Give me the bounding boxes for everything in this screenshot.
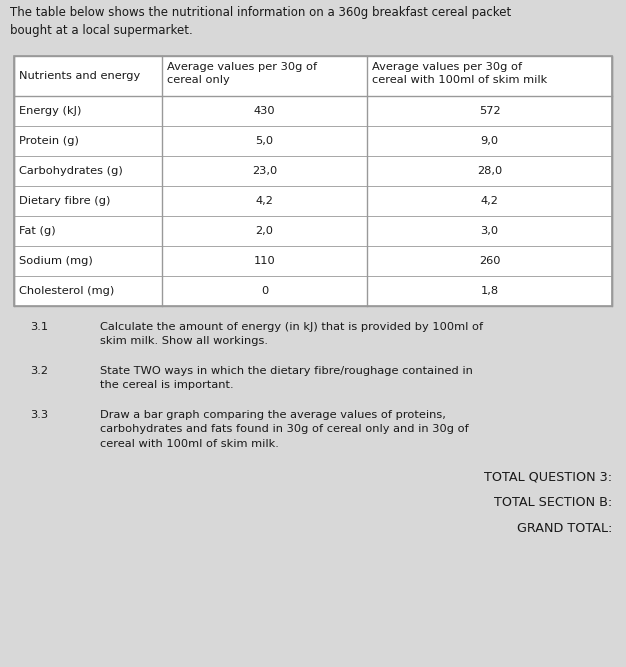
- Text: Dietary fibre (g): Dietary fibre (g): [19, 196, 110, 206]
- Text: GRAND TOTAL:: GRAND TOTAL:: [516, 522, 612, 535]
- Text: Protein (g): Protein (g): [19, 136, 79, 146]
- Text: TOTAL SECTION B:: TOTAL SECTION B:: [494, 496, 612, 509]
- Text: Calculate the amount of energy (in kJ) that is provided by 100ml of
skim milk. S: Calculate the amount of energy (in kJ) t…: [100, 322, 483, 346]
- Text: 260: 260: [479, 256, 500, 266]
- Text: 110: 110: [254, 256, 275, 266]
- Text: 1,8: 1,8: [480, 286, 498, 296]
- Text: State TWO ways in which the dietary fibre/roughage contained in
the cereal is im: State TWO ways in which the dietary fibr…: [100, 366, 473, 390]
- Bar: [14, 56, 612, 306]
- Text: 3,0: 3,0: [480, 226, 498, 236]
- Text: 4,2: 4,2: [481, 196, 498, 206]
- Text: 4,2: 4,2: [255, 196, 274, 206]
- Text: Sodium (mg): Sodium (mg): [19, 256, 93, 266]
- Text: 572: 572: [479, 106, 500, 116]
- Text: Energy (kJ): Energy (kJ): [19, 106, 81, 116]
- Text: TOTAL QUESTION 3:: TOTAL QUESTION 3:: [484, 470, 612, 483]
- Text: Average values per 30g of
cereal with 100ml of skim milk: Average values per 30g of cereal with 10…: [372, 62, 547, 85]
- Text: 0: 0: [261, 286, 268, 296]
- Bar: [14, 56, 612, 306]
- Text: 3.3: 3.3: [30, 410, 48, 420]
- Text: Nutrients and energy: Nutrients and energy: [19, 71, 140, 81]
- Text: 430: 430: [254, 106, 275, 116]
- Text: 5,0: 5,0: [255, 136, 274, 146]
- Text: 9,0: 9,0: [480, 136, 498, 146]
- Text: Fat (g): Fat (g): [19, 226, 56, 236]
- Text: 3.2: 3.2: [30, 366, 48, 376]
- Text: 2,0: 2,0: [255, 226, 274, 236]
- Text: The table below shows the nutritional information on a 360g breakfast cereal pac: The table below shows the nutritional in…: [10, 6, 511, 37]
- Text: Carbohydrates (g): Carbohydrates (g): [19, 166, 123, 176]
- Text: 23,0: 23,0: [252, 166, 277, 176]
- Text: Draw a bar graph comparing the average values of proteins,
carbohydrates and fat: Draw a bar graph comparing the average v…: [100, 410, 469, 449]
- Text: Cholesterol (mg): Cholesterol (mg): [19, 286, 115, 296]
- Text: 3.1: 3.1: [30, 322, 48, 332]
- Text: 28,0: 28,0: [477, 166, 502, 176]
- Text: Average values per 30g of
cereal only: Average values per 30g of cereal only: [167, 62, 317, 85]
